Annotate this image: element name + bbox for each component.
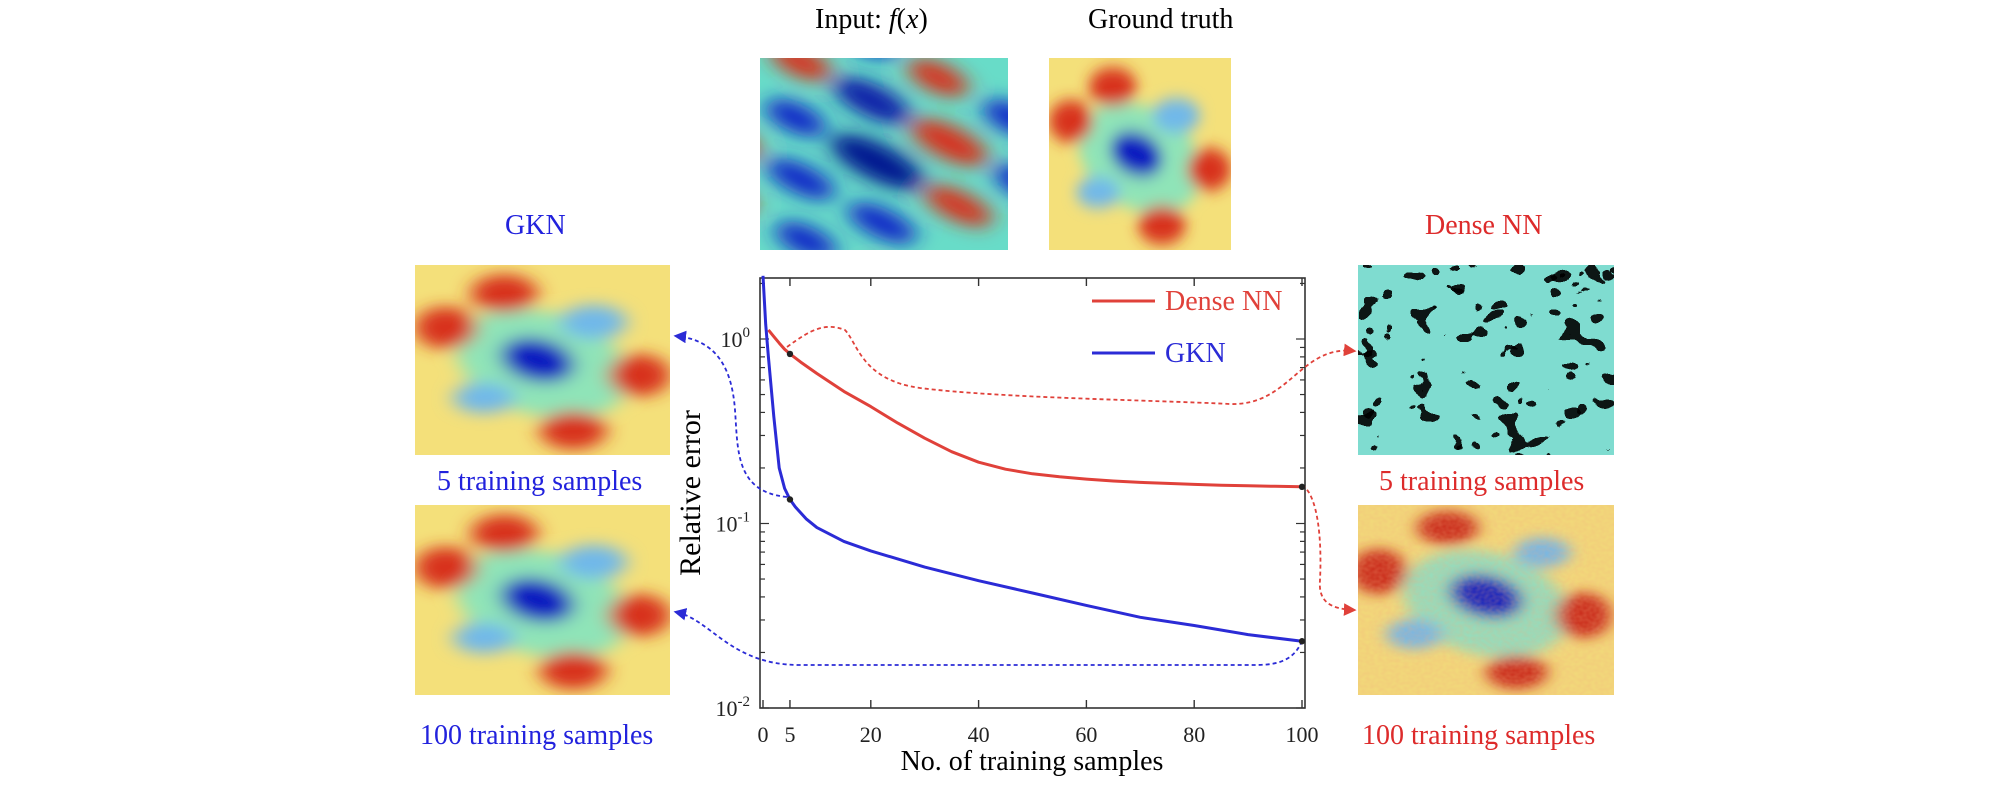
series-line-gkn	[761, 275, 1303, 643]
x-tick-label: 20	[860, 722, 882, 747]
x-tick-label: 5	[784, 722, 795, 747]
y-tick-label: 10-2	[716, 694, 751, 721]
dense-nn-100-heatmap	[1358, 505, 1614, 695]
connector-dense-100	[1301, 484, 1357, 616]
input-title-text: Input:	[815, 4, 889, 35]
gkn-5-heatmap	[415, 265, 670, 455]
axis-tick-labels: 0 5 20 40 60 80 100 10-2 10-1 100	[716, 325, 1319, 747]
data-marker	[786, 496, 794, 503]
x-tick-label: 60	[1075, 722, 1097, 747]
input-paren-close: )	[918, 4, 928, 35]
data-marker	[1298, 483, 1306, 491]
connector-gkn-100	[673, 608, 1303, 666]
plot-frame	[759, 277, 1306, 709]
x-tick-label: 80	[1183, 722, 1205, 747]
y-tick-label: 10-1	[716, 510, 751, 537]
input-heatmap	[760, 58, 1008, 250]
connector-gkn-5	[673, 330, 788, 498]
x-tick-label: 100	[1286, 722, 1319, 747]
dense-nn-caption-100: 100 training samples	[1362, 720, 1596, 751]
series-markers	[786, 350, 1306, 645]
x-tick-label: 0	[758, 722, 769, 747]
connector-dense-5	[786, 326, 1357, 405]
legend: Dense NN GKN	[1092, 286, 1282, 369]
dense-nn-title: Dense NN	[1425, 210, 1543, 241]
ground-truth-title: Ground truth	[1088, 4, 1234, 35]
dense-nn-caption-5: 5 training samples	[1379, 466, 1585, 497]
gkn-100-heatmap	[415, 505, 670, 695]
legend-label-dense-nn: Dense NN	[1165, 286, 1282, 317]
x-axis-label: No. of training samples	[901, 746, 1164, 777]
dense-nn-5-heatmap	[1358, 265, 1614, 455]
data-marker	[1298, 638, 1306, 645]
gkn-title: GKN	[505, 210, 566, 241]
input-title: Input: f(x)	[815, 4, 928, 36]
gkn-caption-5: 5 training samples	[437, 466, 643, 497]
gkn-caption-100: 100 training samples	[420, 720, 654, 751]
y-tick-label: 100	[721, 325, 751, 352]
input-var: x	[906, 4, 919, 35]
data-marker	[786, 350, 794, 358]
input-func: f	[888, 4, 897, 35]
y-axis-label: Relative error	[674, 410, 707, 576]
input-paren-open: (	[896, 4, 906, 35]
x-tick-label: 40	[968, 722, 990, 747]
series-lines	[761, 275, 1303, 643]
ground-truth-heatmap	[1049, 58, 1231, 250]
legend-label-gkn: GKN	[1165, 338, 1226, 369]
